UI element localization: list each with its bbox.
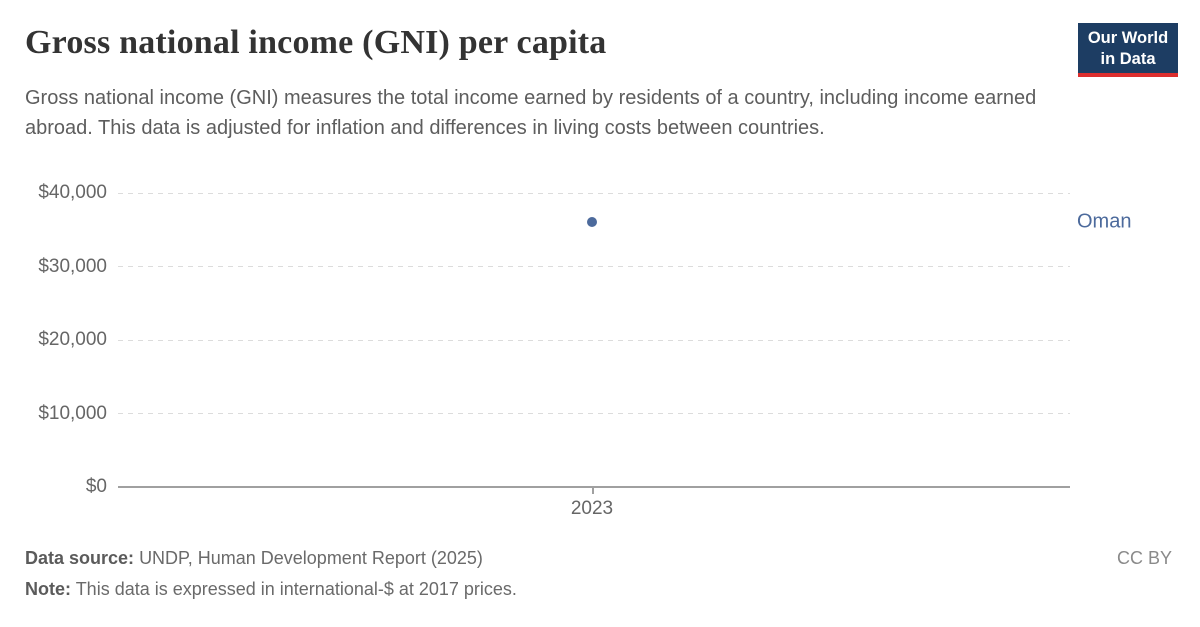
- x-axis-baseline: [118, 486, 1070, 488]
- note-text: This data is expressed in international-…: [75, 579, 517, 599]
- y-tick-label-10000: $10,000: [38, 402, 107, 424]
- owid-logo-line1: Our World: [1087, 29, 1169, 47]
- gridline-10000: [118, 413, 1070, 414]
- page-title: Gross national income (GNI) per capita: [25, 24, 607, 61]
- x-tick-label-2023: 2023: [570, 498, 614, 519]
- owid-logo-line2: in Data: [1100, 49, 1156, 68]
- data-source-label: Data source:: [25, 548, 135, 568]
- gridline-20000: [118, 339, 1070, 341]
- y-tick-label-30000: $30,000: [38, 255, 107, 277]
- license-cc-by: CC BY: [1116, 548, 1172, 568]
- x-tick-mark-2023: [592, 488, 594, 494]
- series-label-oman: Oman: [1077, 210, 1132, 233]
- gridline-30000: [118, 266, 1070, 267]
- y-tick-label-40000: $40,000: [38, 182, 107, 203]
- owid-logo: Our World in Data: [1078, 23, 1178, 77]
- data-point-oman-2023: [587, 217, 597, 227]
- y-tick-label-20000: $20,000: [38, 329, 107, 350]
- chart-subtitle: Gross national income (GNI) measures the…: [25, 87, 1037, 139]
- note-line: Note: This data is expressed in internat…: [25, 579, 517, 600]
- data-source-text: UNDP, Human Development Report (2025): [139, 548, 483, 568]
- note-label: Note:: [25, 579, 71, 599]
- gridline-40000: [118, 192, 1070, 194]
- data-source-line: Data source: UNDP, Human Development Rep…: [25, 548, 483, 569]
- y-tick-label-0: $0: [85, 476, 107, 497]
